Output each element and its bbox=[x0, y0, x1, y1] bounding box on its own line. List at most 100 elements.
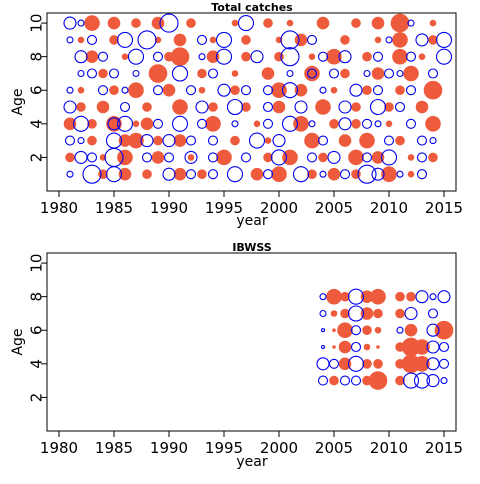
negative-residual-bubble-total-catches bbox=[162, 167, 176, 181]
negative-residual-bubble-total-catches bbox=[306, 68, 318, 79]
positive-residual-bubble-total-catches bbox=[384, 102, 394, 112]
negative-residual-bubble-total-catches bbox=[272, 134, 286, 148]
negative-residual-bubble-ibwss bbox=[396, 326, 404, 334]
y-tick-label: 6 bbox=[28, 85, 46, 95]
x-tick-label: 2000 bbox=[260, 439, 298, 457]
negative-residual-bubble-ibwss bbox=[320, 328, 326, 333]
positive-residual-bubble-total-catches bbox=[172, 99, 188, 115]
negative-residual-bubble-total-catches bbox=[66, 86, 74, 94]
positive-residual-bubble-ibwss bbox=[414, 355, 430, 372]
negative-residual-bubble-total-catches bbox=[294, 100, 308, 114]
negative-residual-bubble-total-catches bbox=[137, 30, 157, 50]
positive-residual-bubble-total-catches bbox=[315, 99, 331, 115]
positive-residual-bubble-total-catches bbox=[128, 132, 144, 149]
negative-residual-bubble-total-catches bbox=[171, 115, 189, 132]
positive-residual-bubble-total-catches bbox=[340, 35, 350, 45]
positive-residual-bubble-ibwss bbox=[376, 345, 380, 349]
negative-residual-bubble-total-catches bbox=[152, 118, 164, 129]
positive-residual-bubble-total-catches bbox=[271, 82, 287, 98]
negative-residual-bubble-total-catches bbox=[240, 152, 252, 163]
positive-residual-bubble-total-catches bbox=[308, 53, 316, 61]
positive-residual-bubble-ibwss bbox=[360, 307, 374, 320]
positive-residual-bubble-ibwss bbox=[326, 288, 342, 305]
positive-residual-bubble-ibwss bbox=[338, 340, 352, 354]
positive-residual-bubble-total-catches bbox=[63, 117, 77, 131]
positive-residual-bubble-total-catches bbox=[351, 102, 361, 112]
y-tick-label: 10 bbox=[28, 14, 46, 33]
negative-residual-bubble-ibwss bbox=[440, 377, 448, 385]
negative-residual-bubble-total-catches bbox=[231, 120, 239, 128]
negative-residual-bubble-total-catches bbox=[196, 34, 208, 45]
positive-residual-bubble-total-catches bbox=[241, 102, 251, 112]
axes-ibwss: 1980 1985 1990 1995 2000 2005 2010 2015 2 4 6 8 10 bbox=[28, 254, 464, 457]
positive-residual-bubble-total-catches bbox=[151, 151, 165, 164]
negative-residual-bubble-total-catches bbox=[82, 164, 102, 184]
positive-residual-bubble-total-catches bbox=[142, 169, 152, 179]
positive-residual-bubble-total-catches bbox=[263, 152, 273, 163]
positive-residual-bubble-total-catches bbox=[423, 80, 443, 100]
x-tick-label: 2010 bbox=[370, 199, 408, 217]
y-tick-label: 4 bbox=[28, 359, 46, 369]
positive-residual-bubble-total-catches bbox=[65, 152, 75, 163]
positive-residual-bubble-total-catches bbox=[362, 51, 372, 62]
negative-residual-bubble-total-catches bbox=[405, 85, 417, 96]
y-tick-label: 6 bbox=[28, 325, 46, 335]
negative-residual-bubble-total-catches bbox=[195, 100, 209, 114]
y-axis-label-total-catches: Age bbox=[10, 88, 26, 115]
negative-residual-bubble-total-catches bbox=[152, 51, 164, 62]
negative-residual-bubble-total-catches bbox=[416, 169, 428, 180]
positive-residual-bubble-total-catches bbox=[132, 120, 140, 128]
x-tick-label: 1995 bbox=[205, 199, 243, 217]
positive-residual-bubble-total-catches bbox=[371, 16, 385, 30]
x-tick-label: 1995 bbox=[205, 439, 243, 457]
positive-residual-bubble-total-catches bbox=[77, 86, 85, 94]
positive-residual-bubble-ibwss bbox=[373, 358, 383, 369]
negative-residual-bubble-total-catches bbox=[97, 85, 109, 96]
positive-residual-bubble-total-catches bbox=[140, 117, 154, 131]
positive-residual-bubble-ibwss bbox=[373, 308, 383, 319]
y-tick-label: 8 bbox=[28, 292, 46, 302]
y-tick-label: 8 bbox=[28, 52, 46, 62]
positive-residual-bubble-total-catches bbox=[241, 51, 251, 62]
negative-residual-bubble-ibwss bbox=[415, 290, 429, 304]
positive-residual-bubble-total-catches bbox=[99, 154, 107, 161]
negative-residual-bubble-total-catches bbox=[369, 98, 387, 116]
negative-residual-bubble-total-catches bbox=[116, 31, 134, 48]
negative-residual-bubble-total-catches bbox=[405, 51, 417, 62]
positive-residual-bubble-total-catches bbox=[107, 16, 121, 30]
x-tick-label: 2000 bbox=[260, 199, 298, 217]
x-tick-label: 1985 bbox=[95, 199, 133, 217]
x-tick-label: 2005 bbox=[315, 199, 353, 217]
negative-residual-bubble-total-catches bbox=[162, 134, 176, 148]
negative-residual-bubble-total-catches bbox=[77, 137, 85, 145]
negative-residual-bubble-total-catches bbox=[97, 51, 109, 62]
negative-residual-bubble-total-catches bbox=[63, 16, 77, 30]
negative-residual-bubble-total-catches bbox=[121, 86, 129, 94]
negative-residual-bubble-total-catches bbox=[74, 50, 88, 64]
positive-residual-bubble-total-catches bbox=[392, 48, 408, 65]
chart-title-total-catches: Total catches bbox=[211, 1, 293, 14]
negative-residual-bubble-total-catches bbox=[435, 31, 453, 48]
negative-residual-bubble-ibwss bbox=[426, 374, 440, 388]
positive-residual-bubble-total-catches bbox=[275, 36, 283, 44]
negative-residual-bubble-total-catches bbox=[215, 48, 233, 65]
positive-residual-bubble-total-catches bbox=[197, 169, 207, 179]
positive-residual-bubble-ibwss bbox=[395, 308, 405, 319]
negative-residual-bubble-ibwss bbox=[347, 305, 365, 322]
negative-residual-bubble-total-catches bbox=[262, 85, 274, 96]
negative-residual-bubble-total-catches bbox=[237, 15, 255, 32]
positive-residual-bubble-total-catches bbox=[187, 154, 195, 161]
positive-residual-bubble-total-catches bbox=[374, 36, 382, 44]
negative-residual-bubble-ibwss bbox=[438, 358, 450, 369]
negative-residual-bubble-total-catches bbox=[262, 118, 274, 129]
negative-residual-bubble-total-catches bbox=[198, 53, 206, 61]
positive-residual-bubble-total-catches bbox=[151, 16, 165, 30]
negative-residual-bubble-total-catches bbox=[328, 68, 340, 79]
positive-residual-bubble-total-catches bbox=[231, 19, 239, 27]
x-tick-label: 2015 bbox=[425, 439, 463, 457]
negative-residual-bubble-total-catches bbox=[77, 19, 85, 27]
positive-residual-bubble-total-catches bbox=[170, 47, 190, 67]
negative-residual-bubble-total-catches bbox=[86, 34, 98, 45]
positive-residual-bubble-total-catches bbox=[173, 167, 187, 181]
